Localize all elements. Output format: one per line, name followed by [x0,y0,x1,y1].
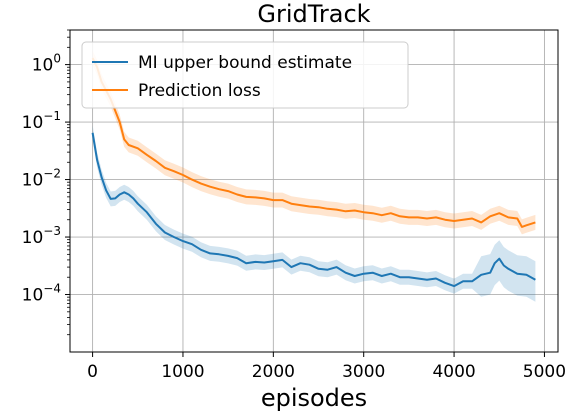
legend-label: Prediction loss [138,81,261,101]
y-tick-label: 10−3 [22,224,61,248]
series-line [91,57,536,228]
x-tick-label: 4000 [432,362,475,382]
x-tick-label: 2000 [252,362,295,382]
chart-title: GridTrack [257,0,370,28]
legend-label: MI upper bound estimate [138,53,352,73]
y-tick-label: 10−1 [22,109,61,133]
confidence-bands [92,50,536,302]
x-axis-label: episodes [261,384,367,412]
y-tick-label: 10−4 [22,282,61,306]
axes [65,29,559,357]
y-tick-label: 100 [32,52,61,76]
axes-frame [69,29,559,353]
legend: MI upper bound estimate Prediction loss [81,41,409,109]
confidence-band [92,50,536,235]
series-line [91,132,536,288]
x-tick-label: 3000 [342,362,385,382]
x-tick-label: 5000 [523,362,566,382]
confidence-band [92,125,536,302]
tick-labels: 0 1000 2000 3000 4000 5000 10−4 10−3 10−2 10−1 100 [22,52,566,382]
x-tick-label: 0 [87,362,98,382]
y-tick-label: 10−2 [22,167,61,191]
series-lines [91,57,536,288]
legend-box [81,41,409,109]
x-tick-label: 1000 [161,362,204,382]
